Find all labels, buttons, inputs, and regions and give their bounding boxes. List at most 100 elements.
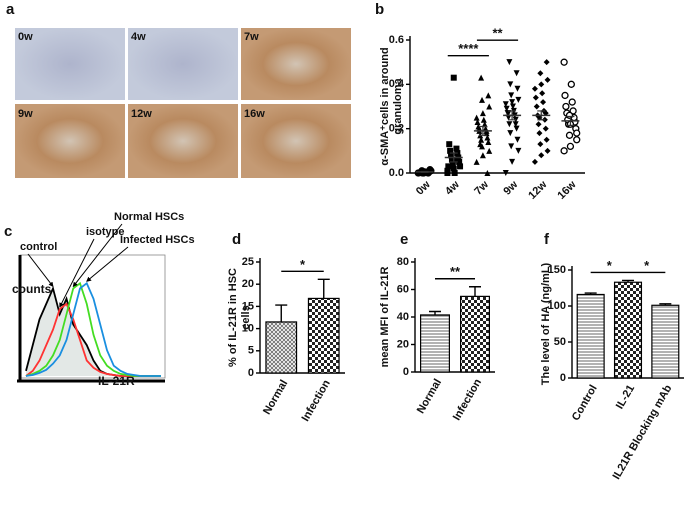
- point: [514, 136, 521, 143]
- label-arrow: [59, 238, 95, 308]
- point: [565, 131, 574, 139]
- point: [474, 119, 481, 126]
- significance-label: *: [607, 258, 613, 273]
- point: [568, 98, 576, 106]
- bar: [651, 304, 680, 379]
- error-bar: [537, 110, 546, 121]
- error-bar: [429, 310, 441, 315]
- series-label: Infected HSCs: [120, 234, 195, 246]
- y-axis-label: mean MFI of IL-21R: [379, 267, 391, 368]
- point: [479, 110, 486, 117]
- point: [477, 141, 484, 148]
- error-bar: [420, 170, 429, 173]
- point: [449, 161, 456, 168]
- y-axis-label: The level of HA (ng/mL): [540, 262, 552, 385]
- y-tick-label: 80: [397, 256, 409, 268]
- y-axis-label: granuloma: [392, 78, 404, 135]
- point: [509, 103, 516, 110]
- error-bar: [478, 125, 487, 136]
- y-tick-label: 100: [548, 300, 566, 312]
- y-tick-label: 15: [242, 300, 254, 312]
- micrograph: [241, 28, 351, 100]
- error-bar: [622, 279, 634, 283]
- y-tick-label: 40: [397, 311, 409, 323]
- point: [456, 158, 463, 165]
- y-tick-label: 20: [397, 338, 409, 350]
- significance-label: *: [644, 258, 650, 273]
- point: [502, 101, 509, 108]
- point: [448, 152, 455, 159]
- point: [506, 121, 513, 128]
- point-group: [473, 74, 493, 176]
- point: [512, 121, 519, 128]
- point: [508, 92, 515, 99]
- point: [507, 130, 514, 137]
- point: [509, 158, 516, 165]
- x-tick-label: 16w: [555, 178, 579, 202]
- y-tick-label: 0: [403, 366, 409, 378]
- y-tick-label: 25: [242, 256, 254, 268]
- error-bar: [469, 286, 481, 297]
- point: [481, 121, 488, 128]
- point: [544, 76, 551, 83]
- x-tick-label: 4w: [443, 178, 462, 197]
- x-tick-label: Infection: [300, 378, 333, 424]
- x-axis-label: IL-21R: [98, 374, 135, 388]
- bar: [460, 295, 491, 373]
- image-label: 0w: [18, 31, 33, 43]
- error-bar: [317, 278, 330, 299]
- y-axis-label: cells: [240, 305, 252, 329]
- bar: [307, 297, 340, 374]
- y-tick-label: 0: [248, 367, 254, 379]
- point: [532, 94, 539, 101]
- y-tick-label: 0.6: [389, 34, 404, 46]
- point: [484, 170, 491, 176]
- point: [513, 125, 520, 132]
- error-bar: [584, 292, 597, 295]
- panel-label: c: [4, 223, 12, 240]
- y-tick-label: 60: [397, 283, 409, 295]
- panel-label: b: [375, 1, 384, 18]
- point: [515, 96, 522, 103]
- error-bar: [275, 304, 288, 322]
- point: [573, 129, 581, 137]
- y-tick-label: 10: [242, 323, 254, 335]
- point: [562, 102, 570, 111]
- point: [531, 158, 538, 165]
- y-axis-label: counts: [12, 282, 52, 296]
- panel-a: a 0w 4w 7w 9w 12w 16w: [6, 1, 351, 178]
- point: [448, 156, 455, 163]
- series-label: control: [20, 241, 57, 253]
- y-tick-label: 0.4: [389, 78, 405, 90]
- x-tick-label: 7w: [472, 178, 491, 197]
- point-group: [560, 58, 581, 155]
- point: [450, 74, 457, 81]
- point: [478, 74, 485, 81]
- micrograph: [241, 104, 351, 178]
- point-group: [502, 59, 522, 176]
- micrograph: [15, 28, 125, 100]
- point: [544, 147, 551, 154]
- image-label: 9w: [18, 108, 33, 120]
- label-arrow: [72, 223, 123, 288]
- point: [573, 136, 581, 144]
- point: [444, 167, 451, 174]
- point: [479, 152, 486, 159]
- point: [543, 136, 550, 143]
- point: [453, 145, 460, 152]
- point: [508, 143, 515, 150]
- error-bar: [508, 110, 517, 121]
- point: [473, 158, 480, 165]
- series-label: isotype: [86, 226, 125, 238]
- label-arrow: [27, 253, 54, 288]
- point: [538, 152, 545, 159]
- point: [479, 96, 486, 103]
- error-bar: [659, 303, 672, 306]
- bar: [576, 293, 605, 379]
- x-tick-label: 12w: [526, 178, 550, 202]
- image-label: 12w: [131, 108, 152, 120]
- y-axis-label: % of IL-21R in HSC: [227, 268, 239, 367]
- point: [484, 134, 491, 141]
- y-tick-label: 0.0: [389, 167, 404, 179]
